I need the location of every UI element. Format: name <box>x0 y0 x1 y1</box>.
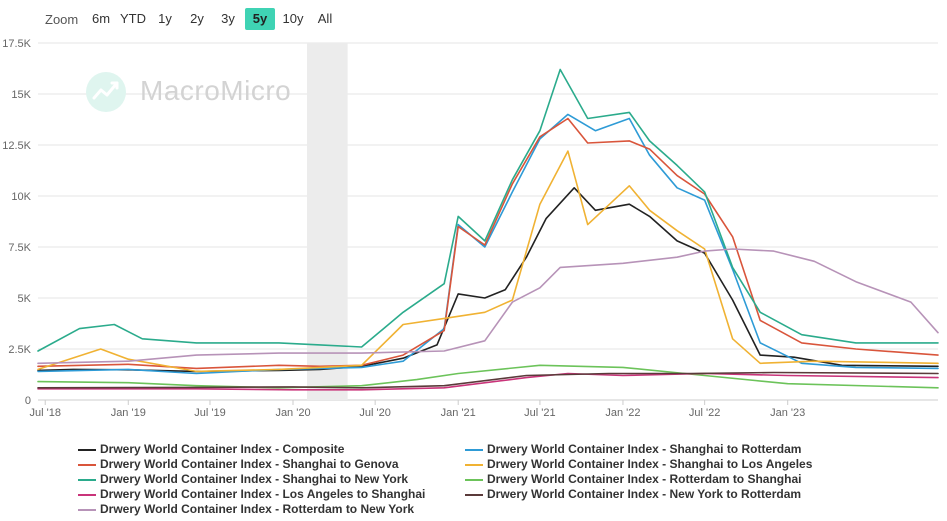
legend-swatch <box>78 509 96 511</box>
series-lines <box>37 68 939 391</box>
y-axis: 0 2.5K 5K 7.5K 10K 12.5K 15K 17.5K <box>2 38 31 407</box>
line-chart: 0 2.5K 5K 7.5K 10K 12.5K 15K 17.5K Jul '18 Jan '… <box>2 38 939 419</box>
y-tick-label: 12.5K <box>2 140 31 152</box>
legend: Drwery World Container Index - Composite… <box>0 436 947 521</box>
legend-label: Drwery World Container Index - Rotterdam… <box>100 502 415 516</box>
series-line-3[interactable] <box>37 117 939 370</box>
legend-swatch <box>465 449 483 451</box>
legend-label: Drwery World Container Index - Composite <box>100 442 345 456</box>
watermark-text: MacroMicro <box>140 75 292 106</box>
series-line-7[interactable] <box>37 372 939 391</box>
zoom-option-2y[interactable]: 2y <box>190 11 204 26</box>
x-tick-label: Jul '21 <box>524 407 555 419</box>
legend-label: Drwery World Container Index - Shanghai … <box>100 472 409 486</box>
zoom-option-5y[interactable]: 5y <box>245 8 275 30</box>
legend-label: Drwery World Container Index - Los Angel… <box>100 487 426 501</box>
x-tick-label: Jul '20 <box>359 407 390 419</box>
x-tick-label: Jul '19 <box>194 407 225 419</box>
x-tick-label: Jul '18 <box>29 407 60 419</box>
legend-label: Drwery World Container Index - New York … <box>487 487 802 501</box>
y-tick-label: 0 <box>25 395 31 407</box>
legend-swatch <box>78 449 96 451</box>
series-line-6[interactable] <box>37 364 939 389</box>
y-tick-label: 2.5K <box>8 344 31 356</box>
y-tick-label: 17.5K <box>2 38 31 50</box>
legend-label: Drwery World Container Index - Shanghai … <box>100 457 399 471</box>
zoom-option-all[interactable]: All <box>317 11 333 26</box>
series-line-4[interactable] <box>37 150 939 373</box>
series-line-5[interactable] <box>37 68 939 352</box>
series-line-8[interactable] <box>37 371 939 389</box>
zoom-option-10y[interactable]: 10y <box>282 11 304 26</box>
x-tick-label: Jan '21 <box>441 407 476 419</box>
legend-label: Drwery World Container Index - Shanghai … <box>487 442 802 456</box>
legend-swatch <box>465 494 483 496</box>
legend-swatch <box>465 464 483 466</box>
series-line-1[interactable] <box>37 187 939 373</box>
zoom-option-6m[interactable]: 6m <box>91 11 111 26</box>
legend-label: Drwery World Container Index - Shanghai … <box>487 457 813 471</box>
zoom-option-ytd[interactable]: YTD <box>120 11 146 26</box>
shaded-band <box>307 43 348 400</box>
y-tick-label: 7.5K <box>8 242 31 254</box>
legend-swatch <box>78 494 96 496</box>
x-tick-label: Jan '23 <box>770 407 805 419</box>
x-tick-label: Jan '20 <box>275 407 310 419</box>
y-tick-label: 10K <box>11 191 31 203</box>
legend-swatch <box>78 479 96 481</box>
x-tick-label: Jan '19 <box>111 407 146 419</box>
x-tick-label: Jul '22 <box>689 407 720 419</box>
y-tick-label: 5K <box>18 293 32 305</box>
x-tick-label: Jan '22 <box>605 407 640 419</box>
shaded-period <box>307 43 348 400</box>
legend-swatch <box>465 479 483 481</box>
series-line-9[interactable] <box>37 248 939 365</box>
zoom-option-1y[interactable]: 1y <box>158 11 172 26</box>
x-axis: Jul '18 Jan '19 Jul '19 Jan '20 Jul '20 Jan '… <box>29 400 805 419</box>
zoom-option-3y[interactable]: 3y <box>221 11 235 26</box>
zoom-bar: Zoom 6m YTD 1y 2y 3y 5y 10y All <box>0 6 947 32</box>
chart-logo-icon <box>86 72 126 112</box>
y-tick-label: 15K <box>11 89 31 101</box>
legend-swatch <box>78 464 96 466</box>
zoom-label: Zoom <box>45 12 79 27</box>
legend-label: Drwery World Container Index - Rotterdam… <box>487 472 802 486</box>
